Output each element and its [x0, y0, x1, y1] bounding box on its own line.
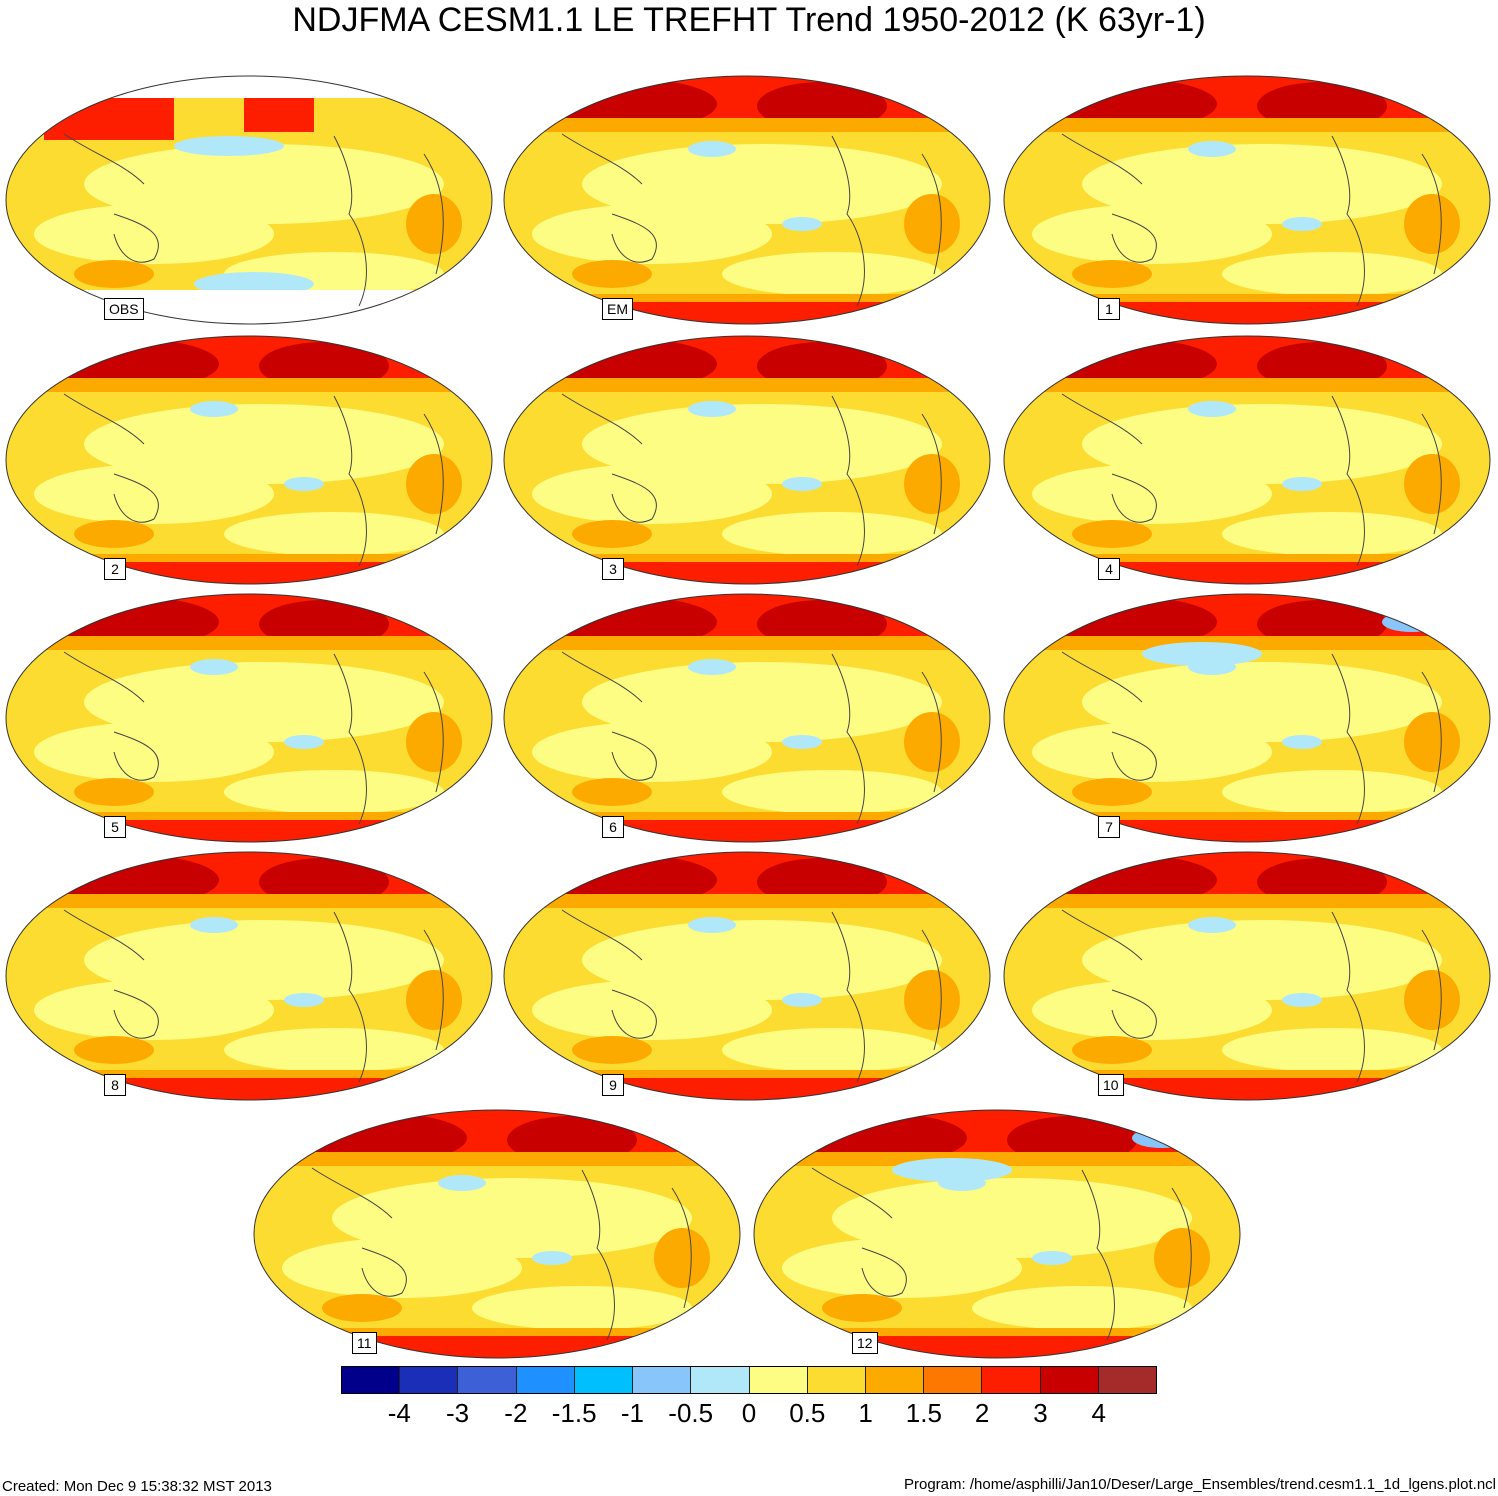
robinson-map	[503, 851, 991, 1101]
robinson-map	[253, 1109, 741, 1359]
created-timestamp: Created: Mon Dec 9 15:38:32 MST 2013	[2, 1478, 272, 1495]
map-panel: 5	[4, 592, 494, 844]
colorbar-box	[865, 1367, 925, 1393]
colorbar-tick-label: 0.5	[789, 1398, 826, 1428]
robinson-map	[5, 75, 493, 325]
colorbar-box	[342, 1367, 401, 1393]
robinson-map	[5, 851, 493, 1101]
colorbar-tick-label: -1.5	[551, 1398, 597, 1428]
panel-label: EM	[602, 298, 633, 320]
colorbar	[341, 1366, 1157, 1394]
robinson-map	[503, 593, 991, 843]
colorbar-tick-label: 1	[858, 1398, 873, 1428]
panel-label: 8	[104, 1074, 126, 1096]
colorbar-tick-label: 0	[741, 1398, 757, 1428]
map-panel: 11	[252, 1108, 742, 1360]
map-panel: 10	[1002, 850, 1492, 1102]
map-panel: 3	[502, 334, 992, 586]
panel-label: 10	[1098, 1074, 1124, 1096]
robinson-map	[503, 75, 991, 325]
colorbar-tick-label: 2	[974, 1398, 990, 1428]
panel-label: 9	[602, 1074, 624, 1096]
robinson-map	[1003, 851, 1491, 1101]
colorbar-box	[807, 1367, 866, 1393]
panel-label: 4	[1098, 558, 1120, 580]
map-panel: 1	[1002, 74, 1492, 326]
colorbar-box	[982, 1367, 1041, 1393]
panel-label: 2	[104, 558, 126, 580]
colorbar-box	[400, 1367, 459, 1393]
colorbar-tick-label: 1.5	[905, 1398, 942, 1428]
colorbar-box	[574, 1367, 634, 1393]
map-panel: 8	[4, 850, 494, 1102]
colorbar-box	[924, 1367, 983, 1393]
colorbar-box	[516, 1367, 575, 1393]
map-panel: 9	[502, 850, 992, 1102]
page-title: NDJFMA CESM1.1 LE TREFHT Trend 1950-2012…	[292, 1, 1206, 39]
robinson-map	[5, 335, 493, 585]
map-panel: 2	[4, 334, 494, 586]
map-panel: 6	[502, 592, 992, 844]
program-path: Program: /home/asphilli/Jan10/Deser/Larg…	[904, 1476, 1496, 1493]
panel-label: 6	[602, 816, 624, 838]
robinson-map	[503, 335, 991, 585]
map-panel: 12	[752, 1108, 1242, 1360]
colorbar-box	[633, 1367, 692, 1393]
colorbar-tick-label: 3	[1033, 1398, 1048, 1428]
colorbar-box	[1098, 1367, 1157, 1393]
panel-label: OBS	[104, 298, 144, 320]
colorbar-box	[1040, 1367, 1099, 1393]
colorbar-box	[749, 1367, 808, 1393]
panel-label: 3	[602, 558, 624, 580]
robinson-map	[1003, 335, 1491, 585]
panel-label: 12	[852, 1332, 878, 1354]
robinson-map	[1003, 75, 1491, 325]
panel-label: 5	[104, 816, 126, 838]
colorbar-tick-label: -2	[504, 1398, 528, 1428]
map-panel: 7	[1002, 592, 1492, 844]
map-panel: EM	[502, 74, 992, 326]
colorbar-tick-label: -1	[620, 1398, 644, 1428]
colorbar-tick-label: -3	[446, 1398, 470, 1428]
map-panel: OBS	[4, 74, 494, 326]
colorbar-tick-label: -0.5	[668, 1398, 714, 1428]
map-panel: 4	[1002, 334, 1492, 586]
robinson-map	[5, 593, 493, 843]
panel-label: 7	[1098, 816, 1120, 838]
panel-label: 1	[1098, 298, 1120, 320]
robinson-map	[1003, 593, 1491, 843]
colorbar-box	[458, 1367, 517, 1393]
colorbar-tick-label: -4	[387, 1398, 411, 1428]
robinson-map	[753, 1109, 1241, 1359]
panel-label: 11	[352, 1332, 377, 1354]
colorbar-tick-label: 4	[1091, 1398, 1106, 1428]
colorbar-box	[691, 1367, 750, 1393]
